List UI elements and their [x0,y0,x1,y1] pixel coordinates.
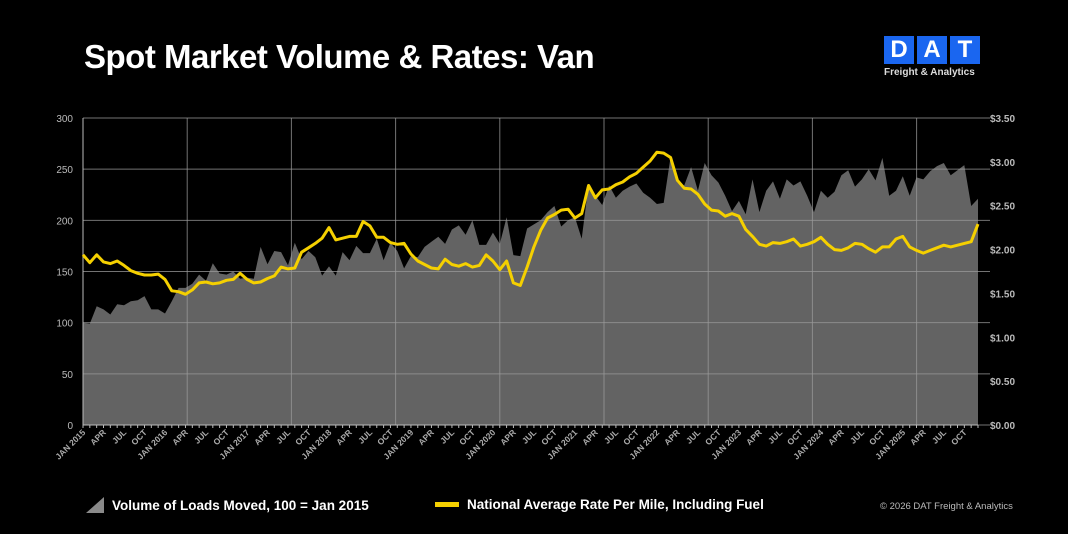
left-tick-label: 250 [56,165,73,176]
logo-subtitle: Freight & Analytics [884,67,975,78]
logo-letter: A [917,36,947,64]
x-tick-label: APR [334,427,354,447]
right-tick-label: $1.50 [990,289,1015,300]
volume-area [83,156,978,425]
left-tick-label: 0 [67,421,73,432]
x-tick-label: APR [826,427,846,447]
x-tick-label: JAN 2015 [53,427,87,461]
x-tick-label: JUL [602,427,620,445]
x-tick-label: JUL [520,427,538,445]
rate-line [81,150,980,296]
x-tick-label: APR [908,427,928,447]
line-swatch-icon [435,502,459,507]
logo-letter: D [884,36,914,64]
copyright: © 2026 DAT Freight & Analytics [880,501,1013,512]
x-tick-label: APR [580,427,600,447]
dat-logo: D A T Freight & Analytics [884,36,982,78]
x-tick-label: OCT [949,427,969,447]
x-tick-label: APR [252,427,272,447]
right-tick-label: $3.00 [990,158,1015,169]
x-tick-label: JUL [684,427,702,445]
right-tick-label: $2.50 [990,202,1015,213]
right-tick-label: $0.50 [990,377,1015,388]
right-tick-label: $1.00 [990,333,1015,344]
x-tick-label: APR [498,427,518,447]
right-tick-label: $2.00 [990,246,1015,257]
left-tick-label: 300 [56,114,73,125]
x-tick-label: JUL [356,427,374,445]
x-tick-label: JUL [848,427,866,445]
x-tick-label: JUL [192,427,210,445]
area-swatch-icon [86,497,104,513]
x-tick-label: JUL [930,427,948,445]
right-tick-label: $3.50 [990,114,1015,125]
logo-letter: T [950,36,980,64]
legend-volume: Volume of Loads Moved, 100 = Jan 2015 [86,497,369,513]
left-tick-label: 150 [56,268,73,279]
x-tick-label: APR [662,427,682,447]
left-tick-label: 100 [56,319,73,330]
x-tick-label: JUL [110,427,128,445]
legend-rate: National Average Rate Per Mile, Includin… [435,497,764,512]
x-tick-label: APR [170,427,190,447]
x-tick-label: JUL [766,427,784,445]
legend-rate-label: National Average Rate Per Mile, Includin… [467,497,764,512]
x-tick-label: JUL [438,427,456,445]
x-tick-label: APR [416,427,436,447]
right-tick-label: $0.00 [990,421,1015,432]
left-tick-label: 200 [56,216,73,227]
x-tick-label: APR [744,427,764,447]
legend-volume-label: Volume of Loads Moved, 100 = Jan 2015 [112,497,369,513]
x-tick-label: JUL [274,427,292,445]
left-tick-label: 50 [62,370,74,381]
x-tick-label: APR [88,427,108,447]
chart-title: Spot Market Volume & Rates: Van [84,38,595,75]
